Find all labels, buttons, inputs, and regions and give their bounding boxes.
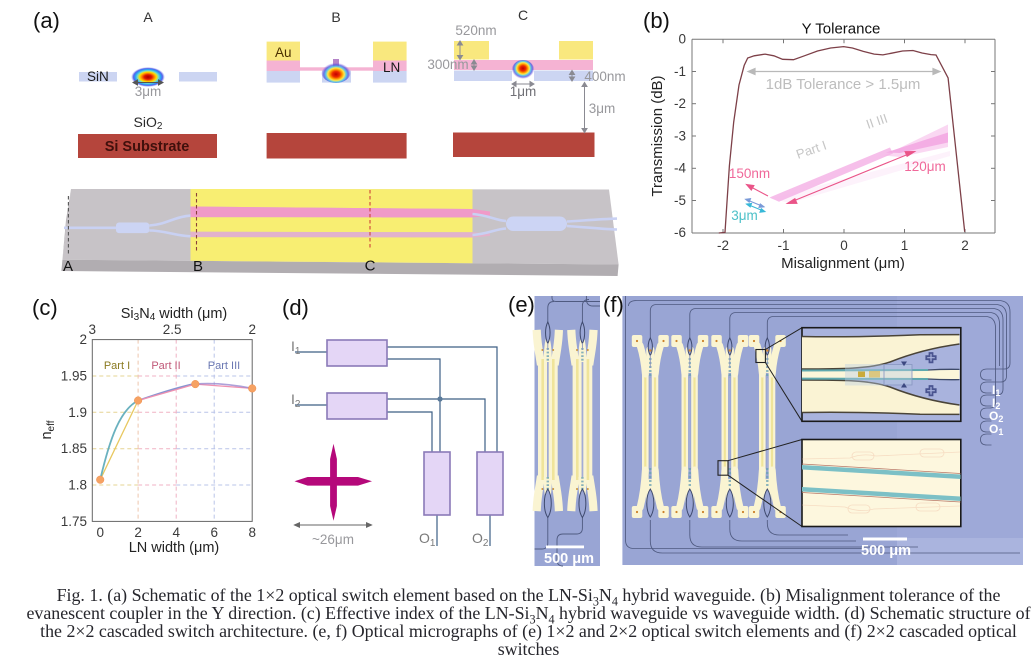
svg-text:O2: O2 [472,530,489,549]
svg-text:Au: Au [275,45,292,60]
svg-text:~26μm: ~26μm [312,532,354,547]
svg-text:Part I: Part I [104,360,130,372]
svg-text:-5: -5 [674,193,686,208]
svg-text:Part II: Part II [151,360,180,372]
svg-text:1.8: 1.8 [68,478,87,493]
svg-text:500 μm: 500 μm [544,551,594,567]
svg-text:Transmission (dB): Transmission (dB) [649,75,666,196]
svg-text:C: C [365,258,376,275]
svg-text:C: C [518,7,528,23]
svg-text:1μm: 1μm [510,84,537,99]
svg-text:2: 2 [134,525,142,540]
svg-text:Misalignment (μm): Misalignment (μm) [781,255,905,272]
svg-text:400nm: 400nm [584,69,625,84]
svg-text:-6: -6 [674,225,686,240]
svg-text:3μm: 3μm [731,208,758,223]
svg-text:1dB Tolerance > 1.5μm: 1dB Tolerance > 1.5μm [766,76,921,93]
svg-text:2: 2 [79,332,87,347]
svg-text:(a): (a) [33,8,60,33]
svg-text:6: 6 [210,525,218,540]
svg-text:-2: -2 [717,238,729,253]
svg-text:1.9: 1.9 [68,405,87,420]
svg-text:Y Tolerance: Y Tolerance [802,21,881,38]
svg-text:1.95: 1.95 [61,369,87,384]
svg-text:3μm: 3μm [589,101,616,116]
svg-text:A: A [143,9,153,25]
svg-text:500 μm: 500 μm [861,543,911,559]
svg-text:(f): (f) [603,292,624,317]
svg-text:(d): (d) [282,295,309,320]
svg-text:SiO2: SiO2 [134,114,163,132]
svg-text:1: 1 [901,238,909,253]
svg-text:B: B [193,258,203,275]
svg-text:-1: -1 [777,238,789,253]
svg-text:-1: -1 [674,64,686,79]
svg-text:O1: O1 [419,530,436,549]
svg-text:Part III: Part III [208,360,240,372]
svg-text:I1: I1 [291,338,301,357]
svg-text:(c): (c) [32,295,58,320]
svg-text:LN: LN [383,60,400,75]
svg-text:A: A [63,258,73,275]
svg-text:Si3N4 width (μm): Si3N4 width (μm) [121,306,228,323]
svg-text:(b): (b) [643,8,670,33]
svg-text:3μm: 3μm [135,84,162,99]
svg-text:-3: -3 [674,128,686,143]
svg-text:520nm: 520nm [455,23,496,38]
svg-text:Part I: Part I [794,138,828,162]
svg-text:Si Substrate: Si Substrate [105,139,190,155]
svg-text:SiN: SiN [87,69,109,84]
svg-text:120μm: 120μm [904,159,946,174]
svg-text:B: B [331,9,340,25]
svg-text:1.85: 1.85 [61,441,87,456]
svg-text:LN width (μm): LN width (μm) [129,540,220,556]
svg-text:0: 0 [96,525,104,540]
svg-text:2: 2 [961,238,969,253]
svg-text:0: 0 [678,32,686,47]
svg-text:4: 4 [172,525,180,540]
svg-text:-4: -4 [674,161,686,176]
svg-text:2.5: 2.5 [163,322,182,337]
svg-text:I1: I1 [992,383,1000,398]
svg-text:II III: II III [864,111,889,132]
svg-text:I2: I2 [992,396,1000,411]
svg-text:I2: I2 [291,391,301,410]
svg-text:3: 3 [89,322,97,337]
svg-text:2: 2 [248,322,256,337]
svg-text:150nm: 150nm [729,166,770,181]
svg-text:8: 8 [248,525,256,540]
svg-text:(e): (e) [508,292,535,317]
svg-text:neff: neff [39,420,57,439]
svg-text:300nm: 300nm [427,57,468,72]
svg-text:0: 0 [840,238,848,253]
svg-text:1.75: 1.75 [61,514,87,529]
svg-text:-2: -2 [674,96,686,111]
